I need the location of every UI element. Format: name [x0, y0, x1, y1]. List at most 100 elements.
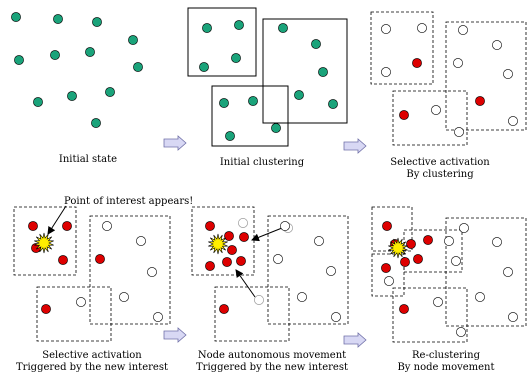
cluster-box — [13, 206, 77, 276]
inactive-node — [136, 236, 146, 246]
inactive-node — [431, 105, 441, 115]
sensor-node — [199, 62, 209, 72]
inactive-node — [444, 236, 454, 246]
cluster-box — [262, 18, 348, 124]
active-node — [400, 257, 410, 267]
active-node — [399, 110, 409, 120]
inactive-node — [503, 267, 513, 277]
inactive-node — [459, 223, 469, 233]
transition-arrow-icon — [343, 138, 367, 154]
sensor-node — [128, 35, 138, 45]
inactive-node — [492, 237, 502, 247]
sensor-node — [311, 39, 321, 49]
active-node — [382, 221, 392, 231]
inactive-node — [417, 23, 427, 33]
inactive-node — [153, 312, 163, 322]
inactive-node — [384, 276, 394, 286]
starburst-shape — [388, 237, 408, 259]
active-node — [423, 235, 433, 245]
panel-node-autonomous-movement: Node autonomous movement Triggered by th… — [191, 206, 349, 373]
starburst-shape — [208, 233, 228, 255]
active-node — [406, 239, 416, 249]
annotation-arrow — [47, 205, 67, 235]
sensor-node — [105, 87, 115, 97]
inactive-node — [508, 116, 518, 126]
inactive-node — [331, 312, 341, 322]
inactive-node — [454, 127, 464, 137]
cluster-box — [371, 253, 405, 297]
sensor-node — [234, 20, 244, 30]
inactive-node — [297, 292, 307, 302]
active-node — [236, 256, 246, 266]
inactive-node — [381, 24, 391, 34]
caption-initial-state: Initial state — [59, 154, 117, 165]
inactive-node — [475, 292, 485, 302]
panel-initial-state: Initial state — [11, 12, 143, 165]
active-node — [399, 304, 409, 314]
inactive-node — [119, 292, 129, 302]
cluster-box — [187, 7, 257, 77]
point-of-interest-icon — [388, 237, 408, 259]
sensor-node — [14, 55, 24, 65]
inactive-node — [453, 58, 463, 68]
point-of-interest-icon — [208, 233, 228, 255]
ghost-node — [238, 218, 248, 228]
caption-node-movement-line1: Node autonomous movement — [198, 350, 346, 361]
sensor-node — [50, 50, 60, 60]
cluster-box — [370, 11, 434, 85]
inactive-node — [280, 221, 290, 231]
active-node — [205, 261, 215, 271]
active-node — [224, 231, 234, 241]
caption-selective-activation-interest-line1: Selective activation — [42, 350, 142, 361]
transition-arrow-icon — [163, 327, 187, 343]
starburst-shape — [34, 232, 54, 254]
cluster-box — [36, 286, 112, 342]
panel-initial-clustering: Initial clustering — [187, 7, 348, 168]
panel-selective-activation-clustering: Selective activation By clustering — [370, 11, 527, 180]
panel-selective-activation-interest: Point of interest appears! Selective act… — [13, 196, 193, 373]
inactive-node — [451, 256, 461, 266]
cluster-box — [403, 229, 463, 273]
caption-selective-activation-line2: By clustering — [406, 169, 474, 180]
inactive-node — [492, 40, 502, 50]
nodes-selective-activation-clustering — [381, 23, 518, 137]
nodes-selective-activation-interest — [28, 221, 163, 322]
cluster-box — [445, 217, 527, 327]
inactive-node — [508, 312, 518, 322]
cluster-box — [89, 215, 171, 325]
nodes-node-autonomous-movement — [205, 218, 341, 322]
movement-arrow — [251, 227, 283, 242]
active-node — [41, 304, 51, 314]
active-node — [95, 254, 105, 264]
sensor-node — [91, 118, 101, 128]
active-node — [205, 221, 215, 231]
sensor-node — [294, 90, 304, 100]
sensor-node — [231, 53, 241, 63]
cluster-box — [445, 21, 527, 131]
transition-arrow-icon — [163, 135, 187, 151]
active-node — [239, 232, 249, 242]
annotation-point-of-interest: Point of interest appears! — [64, 196, 193, 207]
sensor-node — [271, 123, 281, 133]
inactive-node — [76, 297, 86, 307]
sensor-node — [318, 67, 328, 77]
transition-arrow-icon — [343, 332, 367, 348]
active-node — [62, 221, 72, 231]
nodes-initial-state — [11, 12, 143, 128]
sensor-node — [53, 14, 63, 24]
sensor-node — [219, 98, 229, 108]
active-node — [58, 255, 68, 265]
active-node — [219, 304, 229, 314]
transition-arrows — [163, 135, 367, 348]
nodes-re-clustering — [381, 221, 518, 337]
active-node — [222, 257, 232, 267]
cluster-box — [392, 90, 468, 146]
active-node — [412, 58, 422, 68]
inactive-node — [147, 267, 157, 277]
caption-node-movement-line2: Triggered by the new interest — [196, 362, 348, 373]
cluster-box — [211, 85, 289, 147]
active-node — [28, 221, 38, 231]
nodes-initial-clustering — [199, 20, 338, 141]
caption-re-clustering-line1: Re-clustering — [412, 350, 481, 361]
